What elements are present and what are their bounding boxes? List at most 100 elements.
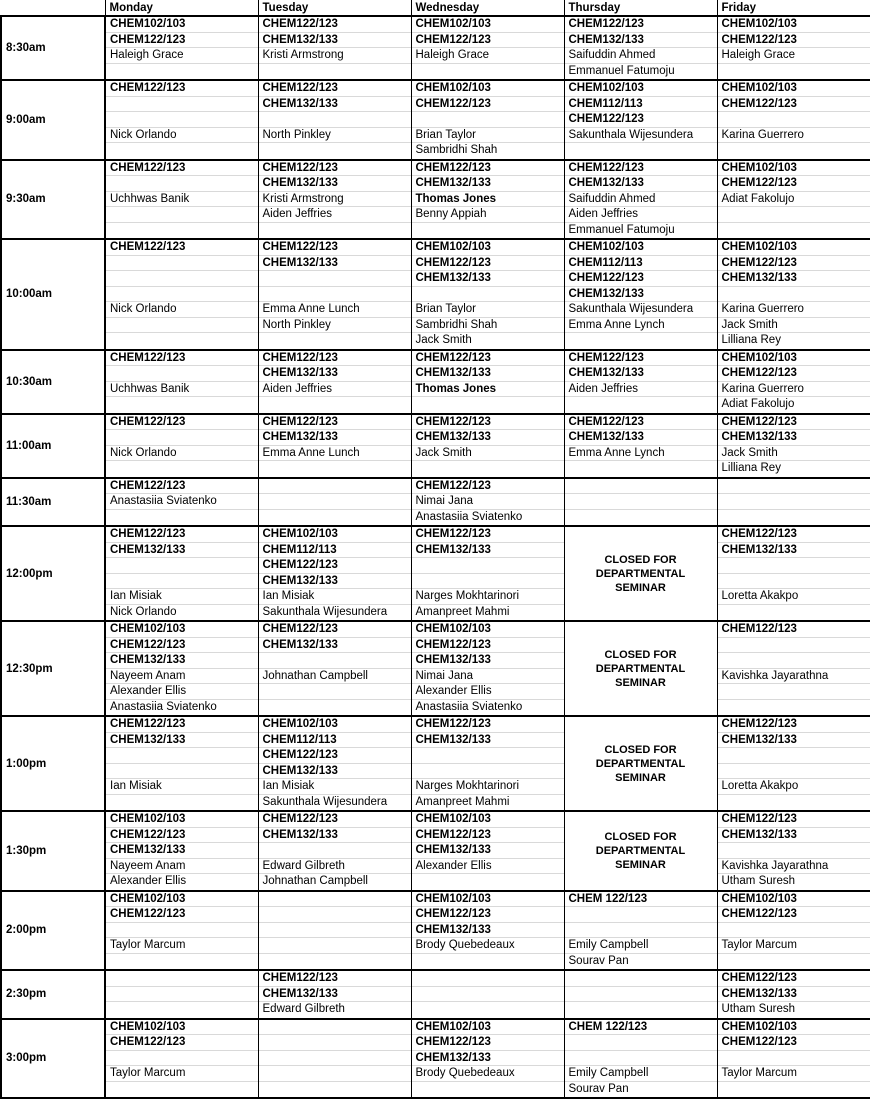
empty-line (718, 700, 870, 716)
empty-line (565, 143, 717, 159)
person-name: Sakunthala Wijesundera (565, 128, 717, 144)
empty-line (259, 923, 411, 939)
empty-line (259, 892, 411, 908)
empty-line (259, 287, 411, 303)
schedule-cell-thursday (564, 478, 717, 527)
course-code: CHEM122/123 (718, 97, 870, 113)
course-code: CHEM132/133 (718, 828, 870, 844)
person-name: Lilliana Rey (718, 333, 870, 349)
course-code: CHEM102/103 (718, 240, 870, 256)
empty-line (259, 223, 411, 239)
empty-line (565, 397, 717, 413)
course-code: CHEM122/123 (718, 176, 870, 192)
empty-line (565, 987, 717, 1003)
course-code: CHEM122/123 (259, 622, 411, 638)
course-code: CHEM122/123 (259, 748, 411, 764)
person-name: Saifuddin Ahmed (565, 192, 717, 208)
course-code: CHEM102/103 (718, 892, 870, 908)
course-code: CHEM102/103 (412, 892, 564, 908)
empty-line (718, 574, 870, 590)
person-name: Johnathan Campbell (259, 874, 411, 890)
course-code: CHEM122/123 (106, 638, 258, 654)
person-name: Anastasiia Sviatenko (106, 494, 258, 510)
empty-line (259, 494, 411, 510)
person-name: Alexander Ellis (106, 874, 258, 890)
course-code: CHEM102/103 (565, 240, 717, 256)
course-code: CHEM132/133 (718, 271, 870, 287)
course-code: CHEM102/103 (718, 81, 870, 97)
empty-line (259, 64, 411, 80)
course-code: CHEM102/103 (718, 351, 870, 367)
course-code: CHEM112/113 (259, 543, 411, 559)
empty-line (718, 653, 870, 669)
empty-line (565, 461, 717, 477)
empty-line (259, 684, 411, 700)
course-code: CHEM132/133 (106, 543, 258, 559)
time-label-100pm: 1:00pm (1, 716, 105, 811)
course-code: CHEM132/133 (412, 653, 564, 669)
course-code: CHEM132/133 (412, 430, 564, 446)
person-name: Nick Orlando (106, 446, 258, 462)
empty-line (259, 907, 411, 923)
empty-line (412, 64, 564, 80)
course-code: CHEM122/123 (259, 240, 411, 256)
person-name: Karina Guerrero (718, 382, 870, 398)
empty-line (259, 1035, 411, 1051)
empty-line (259, 112, 411, 128)
person-name: Narges Mokhtarinori (412, 779, 564, 795)
course-code: CHEM102/103 (412, 240, 564, 256)
course-code: CHEM102/103 (718, 161, 870, 177)
course-code: CHEM122/123 (412, 415, 564, 431)
course-code: CHEM132/133 (412, 1051, 564, 1067)
empty-line (718, 764, 870, 780)
course-code: CHEM132/133 (718, 543, 870, 559)
person-name: Ian Misiak (106, 589, 258, 605)
corner-header (1, 0, 105, 16)
person-name: Nayeem Anam (106, 669, 258, 685)
empty-line (718, 558, 870, 574)
course-code: CHEM132/133 (718, 733, 870, 749)
empty-line (106, 318, 258, 334)
column-header-tuesday: Tuesday (258, 0, 411, 16)
course-code: CHEM102/103 (412, 17, 564, 33)
course-code: CHEM122/123 (718, 527, 870, 543)
closed-seminar-cell-thursday: CLOSED FOR DEPARTMENTAL SEMINAR (564, 621, 717, 716)
time-label-900am: 9:00am (1, 80, 105, 160)
person-name: Utham Suresh (718, 1002, 870, 1018)
column-header-monday: Monday (105, 0, 258, 16)
person-name: Loretta Akakpo (718, 589, 870, 605)
person-name: Loretta Akakpo (718, 779, 870, 795)
course-code: CHEM122/123 (106, 907, 258, 923)
person-name: Sakunthala Wijesundera (565, 302, 717, 318)
empty-line (718, 143, 870, 159)
person-name: Alexander Ellis (412, 859, 564, 875)
empty-line (412, 987, 564, 1003)
schedule-cell-tuesday (258, 1019, 411, 1099)
empty-line (106, 510, 258, 526)
person-name: Brian Taylor (412, 128, 564, 144)
course-code: CHEM112/113 (565, 256, 717, 272)
course-code: CHEM102/103 (106, 812, 258, 828)
empty-line (718, 479, 870, 495)
